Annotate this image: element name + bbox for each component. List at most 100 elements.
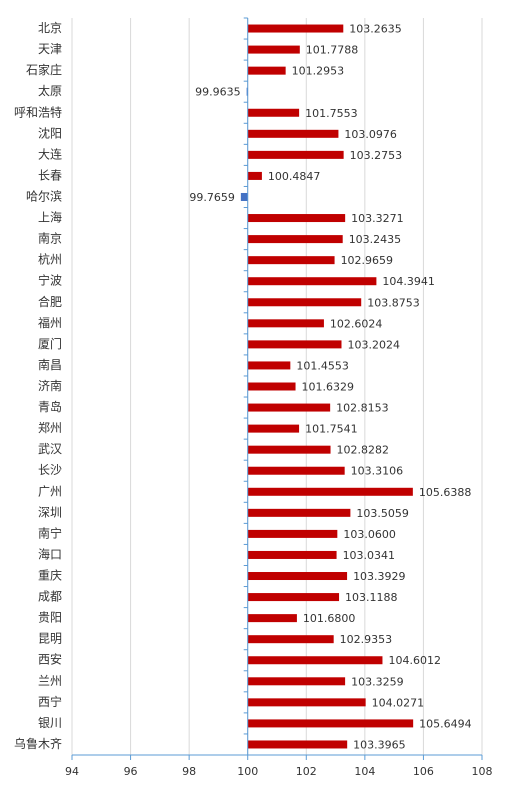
data-label: 103.2753	[350, 149, 403, 162]
y-tick-label: 成都	[38, 590, 62, 604]
data-label: 103.3271	[351, 212, 404, 225]
y-tick-label: 济南	[38, 378, 62, 393]
bar	[247, 382, 296, 391]
bar	[247, 466, 345, 475]
bar	[247, 487, 413, 496]
y-tick-label: 福州	[38, 315, 62, 330]
y-tick-label: 上海	[38, 210, 62, 225]
data-label: 103.2635	[349, 23, 402, 36]
data-label: 99.7659	[189, 191, 235, 204]
y-tick-label: 合肥	[38, 294, 62, 309]
data-label: 99.9635	[195, 86, 241, 99]
x-tick-label: 100	[237, 765, 258, 778]
x-tick-label: 98	[182, 765, 196, 778]
data-label: 101.6329	[302, 381, 355, 394]
y-tick-label: 海口	[38, 546, 62, 561]
data-label: 103.5059	[356, 507, 409, 520]
y-tick-label: 沈阳	[38, 125, 62, 140]
data-label: 102.6024	[330, 317, 383, 330]
data-label: 101.7541	[305, 423, 358, 436]
bar	[247, 361, 291, 370]
data-label: 100.4847	[268, 170, 321, 183]
bar	[247, 171, 262, 180]
data-label: 103.2435	[349, 233, 402, 246]
bar	[247, 108, 300, 117]
bar	[247, 256, 335, 265]
x-tick-label: 106	[413, 765, 434, 778]
y-tick-label: 深圳	[38, 505, 62, 519]
bar	[247, 298, 362, 307]
bar	[247, 129, 339, 138]
y-tick-label: 大连	[38, 146, 62, 161]
bar	[247, 150, 344, 159]
bar	[247, 593, 340, 602]
y-tick-label: 乌鲁木齐	[14, 736, 62, 751]
y-tick-label: 南宁	[38, 525, 62, 540]
data-label: 103.3929	[353, 570, 406, 583]
data-label: 103.8753	[367, 296, 420, 309]
bar	[247, 656, 383, 665]
y-tick-label: 广州	[38, 484, 62, 498]
data-label: 102.8153	[336, 402, 389, 415]
data-label: 101.7788	[306, 44, 359, 57]
data-label: 102.9659	[341, 254, 394, 267]
data-label: 103.2024	[347, 338, 400, 351]
bar	[247, 214, 346, 223]
bar	[247, 677, 346, 686]
data-label: 103.3259	[351, 675, 404, 688]
data-label: 101.7553	[305, 107, 358, 120]
data-label: 102.8282	[337, 444, 390, 457]
y-tick-label: 青岛	[38, 399, 62, 414]
y-tick-label: 银川	[38, 716, 62, 730]
data-label: 103.3106	[351, 465, 404, 478]
y-tick-label: 郑州	[38, 420, 62, 435]
y-tick-label: 厦门	[38, 336, 62, 351]
y-tick-label: 宁波	[38, 273, 62, 288]
data-label: 102.9353	[340, 633, 393, 646]
y-tick-label: 北京	[38, 21, 62, 35]
bar	[247, 740, 348, 749]
bar	[247, 550, 337, 559]
y-tick-label: 杭州	[38, 252, 62, 267]
data-label: 101.6800	[303, 612, 356, 625]
x-tick-label: 96	[124, 765, 138, 778]
y-tick-label: 贵阳	[38, 611, 62, 625]
y-tick-label: 哈尔滨	[26, 188, 62, 203]
bar	[247, 45, 300, 54]
y-tick-label: 南京	[38, 231, 62, 246]
bar	[247, 572, 348, 581]
data-label: 103.3965	[353, 738, 406, 751]
bar	[247, 635, 334, 644]
y-tick-label: 太原	[38, 83, 62, 98]
y-tick-label: 西宁	[38, 694, 62, 709]
data-label: 103.0600	[343, 528, 396, 541]
data-label: 103.0976	[344, 128, 397, 141]
bar	[240, 192, 248, 201]
data-label: 104.0271	[372, 696, 425, 709]
bar	[247, 235, 343, 244]
y-tick-label: 武汉	[38, 442, 62, 456]
data-label: 103.0341	[343, 549, 396, 562]
data-label: 105.6388	[419, 486, 472, 499]
y-tick-label: 兰州	[38, 674, 62, 688]
bar	[247, 403, 331, 412]
y-tick-label: 重庆	[38, 569, 62, 583]
bar	[247, 424, 300, 433]
bar	[247, 719, 414, 728]
y-tick-label: 西安	[38, 652, 62, 667]
bar	[247, 340, 342, 349]
bar	[247, 24, 344, 33]
y-tick-label: 呼和浩特	[14, 104, 62, 119]
data-label: 104.3941	[382, 275, 435, 288]
bar	[246, 87, 248, 96]
y-tick-label: 昆明	[38, 632, 62, 646]
y-tick-label: 天津	[38, 42, 62, 56]
x-tick-label: 108	[472, 765, 493, 778]
bar	[247, 698, 366, 707]
data-label: 105.6494	[419, 717, 472, 730]
y-tick-label: 石家庄	[26, 62, 62, 77]
y-tick-label: 长春	[38, 168, 62, 182]
bar	[247, 445, 331, 454]
data-label: 104.6012	[388, 654, 441, 667]
bar	[247, 529, 338, 538]
